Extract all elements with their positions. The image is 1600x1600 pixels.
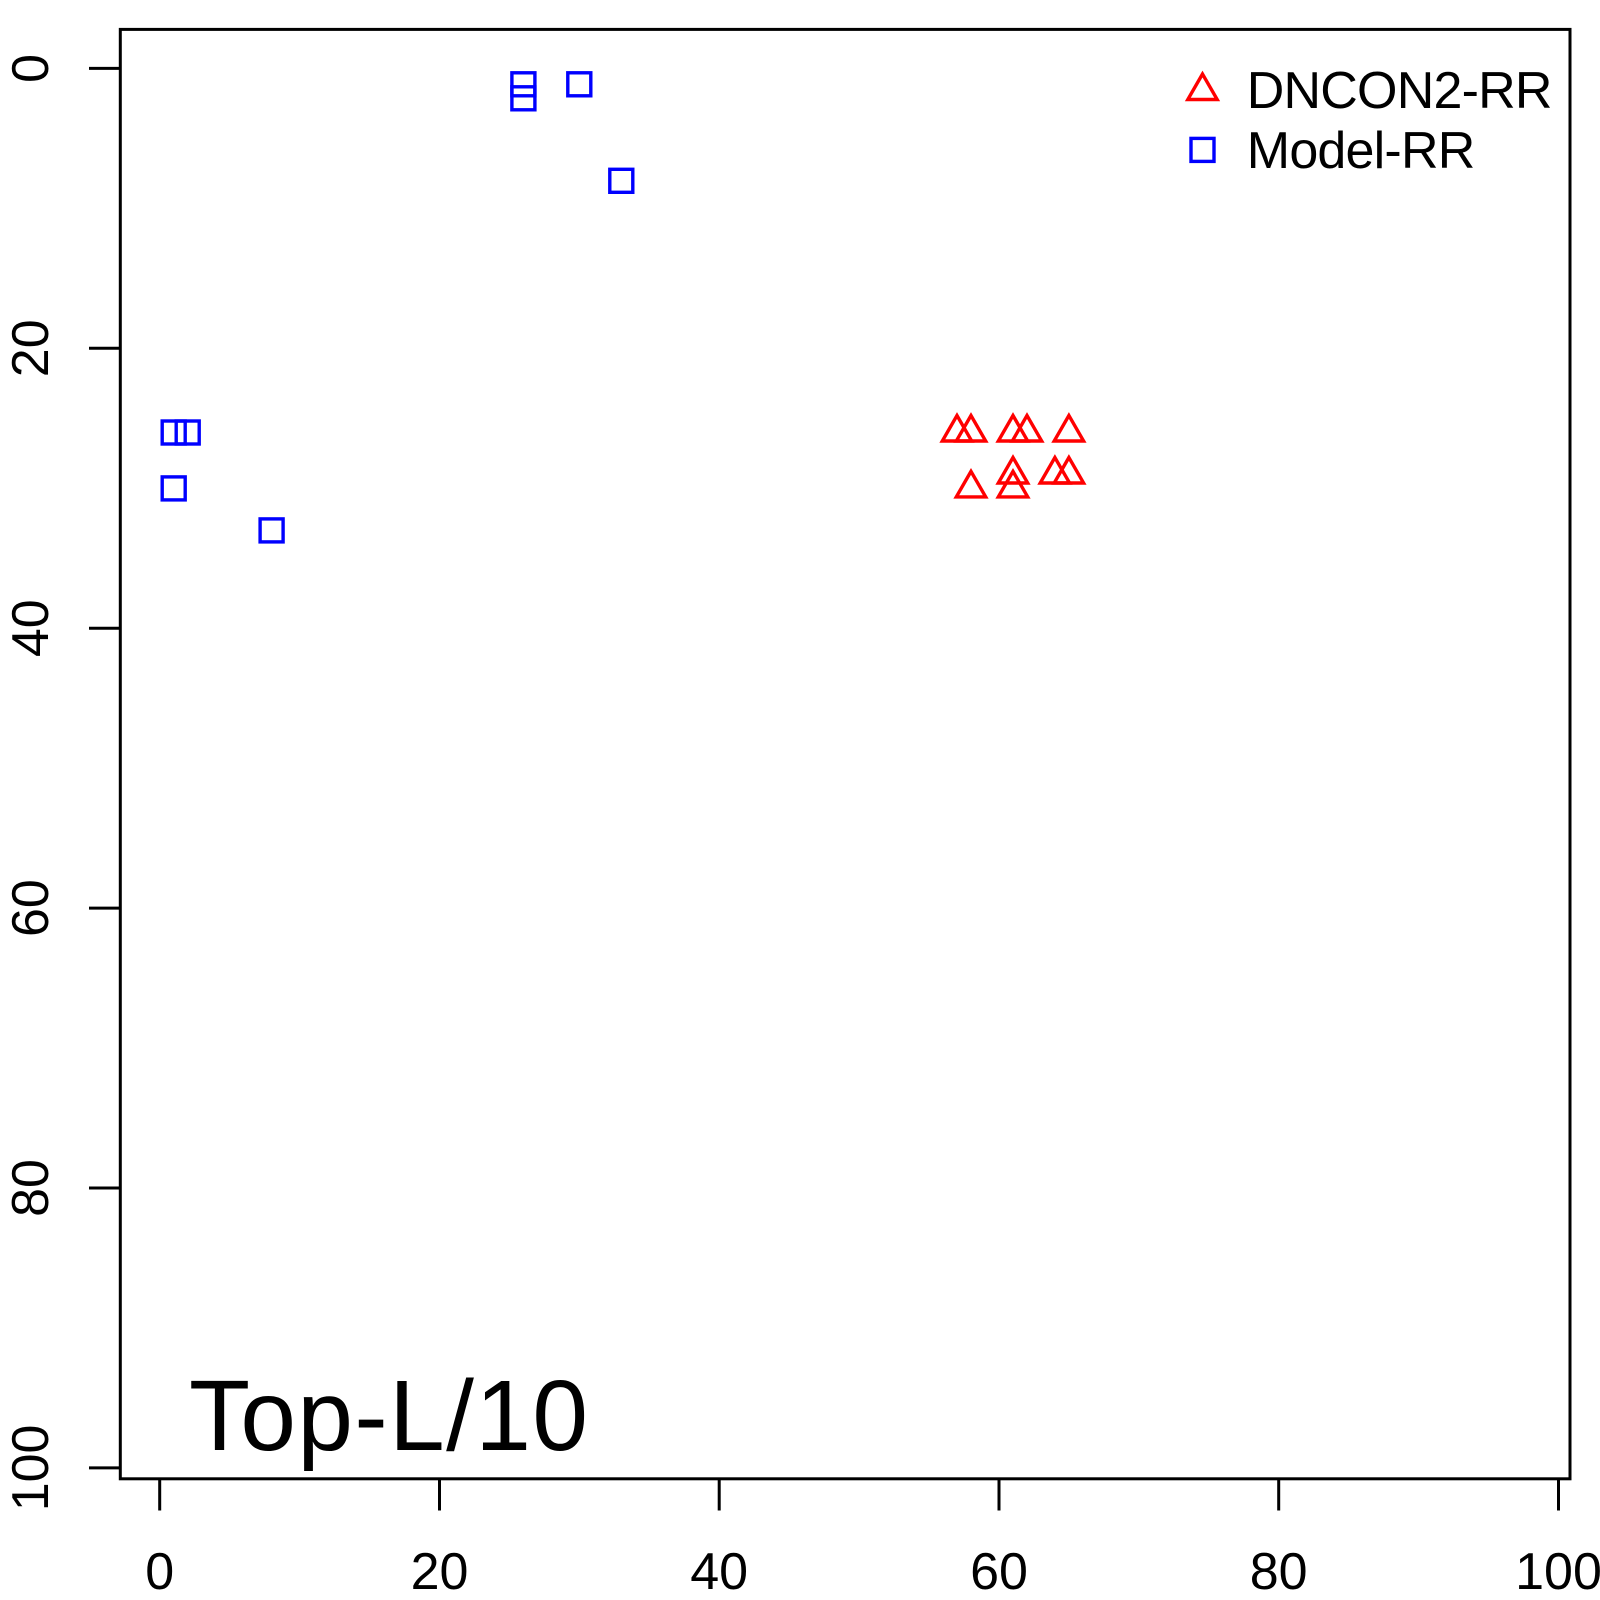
svg-text:40: 40	[690, 1543, 748, 1600]
svg-text:20: 20	[411, 1543, 469, 1600]
svg-text:DNCON2-RR: DNCON2-RR	[1247, 62, 1552, 120]
svg-text:100: 100	[2, 1425, 60, 1512]
svg-text:80: 80	[2, 1159, 60, 1217]
svg-text:Model-RR: Model-RR	[1247, 122, 1475, 180]
svg-text:60: 60	[970, 1543, 1028, 1600]
svg-text:20: 20	[2, 319, 60, 377]
svg-text:60: 60	[2, 879, 60, 937]
svg-text:80: 80	[1250, 1543, 1308, 1600]
svg-text:Top-L/10: Top-L/10	[189, 1360, 589, 1472]
svg-text:40: 40	[2, 599, 60, 657]
svg-text:0: 0	[2, 54, 60, 83]
svg-text:0: 0	[145, 1543, 174, 1600]
svg-text:100: 100	[1515, 1543, 1600, 1600]
